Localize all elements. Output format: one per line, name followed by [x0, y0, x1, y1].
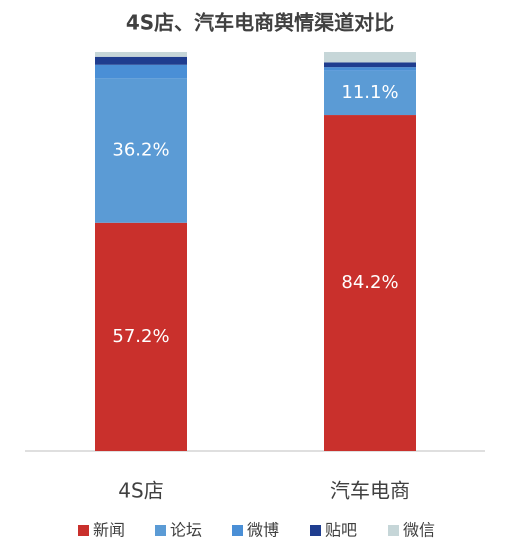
legend-label: 新闻 [93, 521, 125, 540]
bar-segment [95, 78, 187, 223]
bar-segment [324, 70, 416, 116]
bar-segment [324, 62, 416, 68]
legend-swatch [78, 525, 89, 536]
bar-segment [324, 52, 416, 63]
data-label: 36.2% [112, 140, 169, 161]
data-label: 84.2% [341, 272, 398, 293]
legend-label: 论坛 [170, 521, 202, 540]
bar-segment [95, 52, 187, 57]
bar-segment [324, 115, 416, 452]
legend-swatch [388, 525, 399, 536]
legend-swatch [155, 525, 166, 536]
bar-segment [324, 67, 416, 71]
legend-swatch [232, 525, 243, 536]
data-label: 11.1% [341, 82, 398, 103]
x-tick-label: 4S店 [118, 479, 163, 503]
legend-label: 微博 [247, 521, 279, 540]
data-label: 57.2% [112, 326, 169, 347]
chart-title: 4S店、汽车电商舆情渠道对比 [126, 11, 394, 35]
bar-segment [95, 222, 187, 451]
x-tick-label: 汽车电商 [330, 479, 410, 503]
legend-label: 贴吧 [325, 521, 357, 540]
bar-segment [95, 56, 187, 65]
legend-swatch [310, 525, 321, 536]
bar-segment [95, 64, 187, 79]
legend-label: 微信 [403, 521, 435, 540]
